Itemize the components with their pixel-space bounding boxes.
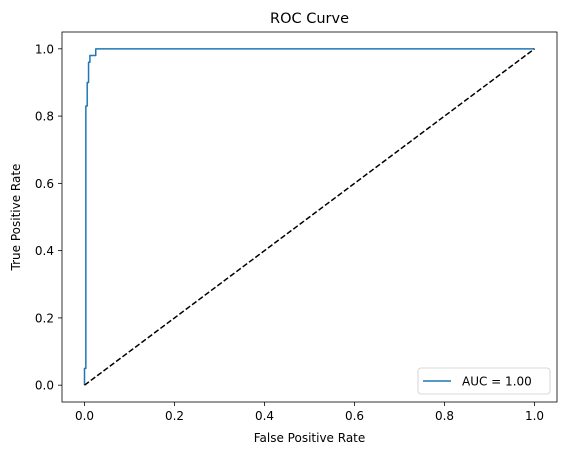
y-tick-label: 1.0 [35, 42, 54, 56]
roc-curve-line [83, 48, 535, 386]
y-tick-label: 0.4 [35, 244, 54, 258]
x-tick-label: 0.2 [165, 409, 184, 423]
y-tick-label: 0.2 [35, 311, 54, 325]
legend-label: AUC = 1.00 [462, 375, 532, 389]
x-tick-label: 0.8 [435, 409, 454, 423]
y-axis-label: True Positive Rate [9, 164, 23, 272]
x-axis-label: False Positive Rate [254, 431, 366, 445]
y-tick-label: 0.6 [35, 177, 54, 191]
plot-frame [61, 31, 558, 403]
x-axis-ticks: 0.0 0.2 0.4 0.6 0.8 1.0 [75, 402, 544, 423]
chart-title: ROC Curve [270, 11, 349, 27]
x-tick-label: 0.4 [255, 409, 274, 423]
x-tick-label: 1.0 [525, 409, 544, 423]
x-tick-label: 0.0 [75, 409, 94, 423]
y-tick-label: 0.0 [35, 379, 54, 393]
series-layer [83, 48, 535, 386]
legend-box [417, 367, 551, 395]
y-tick-label: 0.8 [35, 110, 54, 124]
y-axis-ticks: 0.0 0.2 0.4 0.6 0.8 1.0 [35, 42, 62, 393]
legend: AUC = 1.00 [417, 367, 551, 395]
chance-diagonal-line [84, 48, 535, 386]
x-tick-label: 0.6 [345, 409, 364, 423]
